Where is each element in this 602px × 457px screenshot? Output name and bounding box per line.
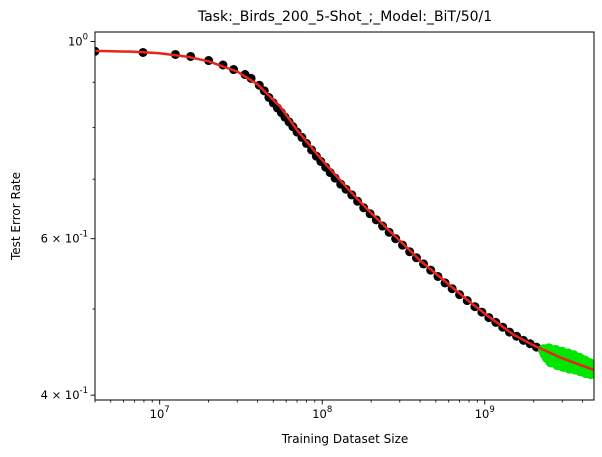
train-point bbox=[378, 221, 388, 231]
train-point bbox=[341, 184, 351, 194]
y-tick-label: 6 × 10-1 bbox=[41, 230, 88, 246]
x-tick-label: 107 bbox=[150, 405, 170, 421]
train-point bbox=[359, 203, 369, 213]
x-axis-label: Training Dataset Size bbox=[281, 432, 409, 446]
x-tick-label: 108 bbox=[312, 405, 332, 421]
train-point bbox=[398, 240, 408, 250]
y-axis-label: Test Error Rate bbox=[9, 172, 23, 261]
y-axis: 4 × 10-1 6 × 10-1 100 bbox=[41, 33, 95, 402]
train-point bbox=[353, 196, 363, 206]
fit-line bbox=[95, 49, 594, 372]
x-tick-label: 109 bbox=[475, 405, 495, 421]
train-point bbox=[307, 145, 317, 155]
train-point bbox=[391, 234, 401, 244]
axes-frame bbox=[94, 31, 595, 401]
y-tick-label: 4 × 10-1 bbox=[41, 386, 88, 402]
chart-title: Task:_Birds_200_5-Shot_;_Model:_BiT/50/1 bbox=[197, 9, 492, 25]
plot-marks bbox=[95, 46, 594, 380]
x-axis: 107 108 109 bbox=[94, 400, 584, 421]
train-point bbox=[384, 227, 394, 237]
y-tick-label: 100 bbox=[68, 33, 88, 49]
